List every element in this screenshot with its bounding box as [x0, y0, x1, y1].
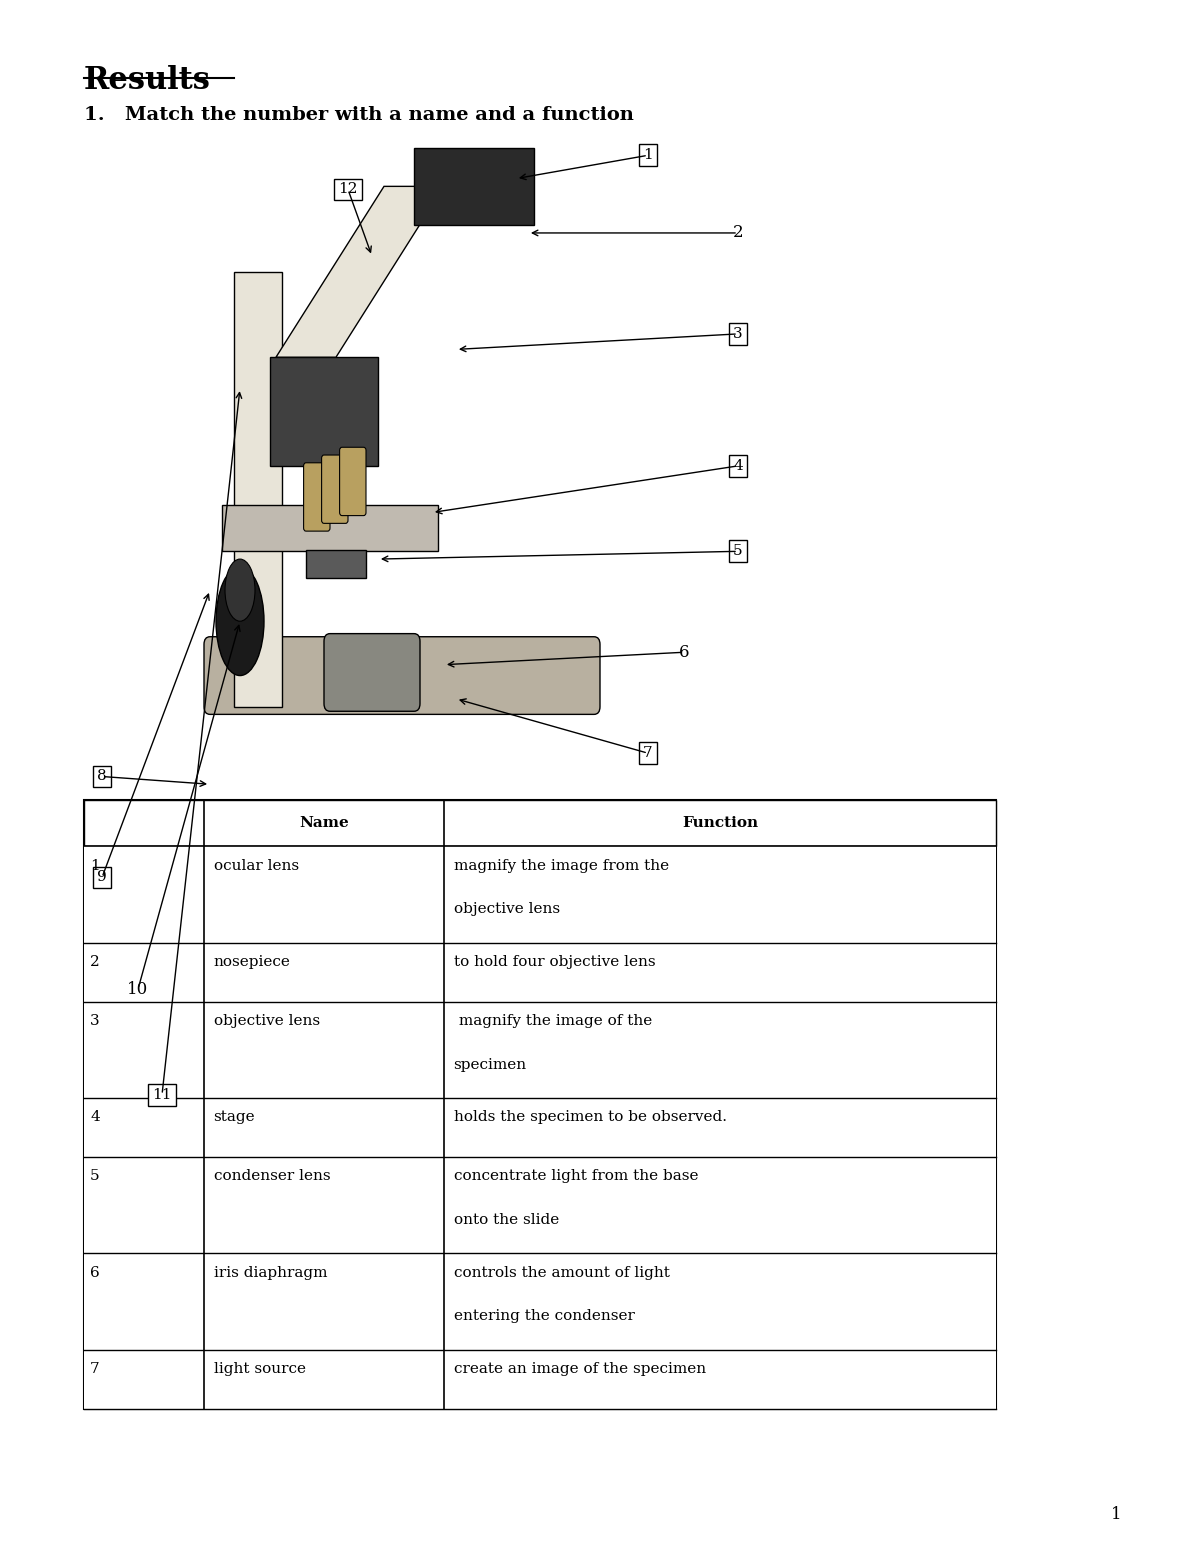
Polygon shape [276, 186, 444, 357]
Bar [84, 1350, 996, 1409]
Text: condenser lens: condenser lens [214, 1169, 330, 1183]
Text: nosepiece: nosepiece [214, 955, 290, 969]
FancyBboxPatch shape [322, 455, 348, 523]
Text: 6: 6 [679, 644, 689, 660]
Text: magnify the image of the: magnify the image of the [454, 1014, 652, 1028]
Text: magnify the image from the: magnify the image from the [454, 859, 668, 873]
Bar [84, 1098, 996, 1157]
Text: 7: 7 [90, 1362, 100, 1376]
Text: objective lens: objective lens [214, 1014, 319, 1028]
Bar [84, 800, 996, 1409]
Text: 7: 7 [643, 745, 653, 761]
Bar [84, 1002, 996, 1098]
Bar [84, 1157, 996, 1253]
Text: 5: 5 [733, 544, 743, 559]
Text: 1: 1 [1111, 1506, 1121, 1522]
Text: onto the slide: onto the slide [454, 1213, 559, 1227]
Text: controls the amount of light: controls the amount of light [454, 1266, 670, 1280]
Text: 8: 8 [97, 769, 107, 784]
Text: light source: light source [214, 1362, 306, 1376]
Text: specimen: specimen [454, 1058, 527, 1072]
Text: holds the specimen to be observed.: holds the specimen to be observed. [454, 1110, 727, 1124]
FancyBboxPatch shape [222, 505, 438, 551]
Text: 11: 11 [152, 1087, 172, 1103]
FancyBboxPatch shape [306, 550, 366, 578]
Text: to hold four objective lens: to hold four objective lens [454, 955, 655, 969]
FancyBboxPatch shape [340, 447, 366, 516]
FancyBboxPatch shape [234, 272, 282, 707]
Text: Results: Results [84, 65, 211, 96]
Text: Name: Name [299, 815, 349, 831]
Text: 1: 1 [643, 148, 653, 163]
Text: concentrate light from the base: concentrate light from the base [454, 1169, 698, 1183]
Text: 3: 3 [733, 326, 743, 342]
Ellipse shape [226, 559, 256, 621]
Text: 1: 1 [90, 859, 100, 873]
Text: Function: Function [682, 815, 758, 831]
Bar [84, 846, 996, 943]
Text: 1.   Match the number with a name and a function: 1. Match the number with a name and a fu… [84, 106, 634, 124]
Bar [84, 943, 996, 1002]
FancyBboxPatch shape [304, 463, 330, 531]
Text: ocular lens: ocular lens [214, 859, 299, 873]
Text: 4: 4 [733, 458, 743, 474]
Text: stage: stage [214, 1110, 256, 1124]
Text: 5: 5 [90, 1169, 100, 1183]
Text: 9: 9 [97, 870, 107, 885]
FancyBboxPatch shape [204, 637, 600, 714]
FancyBboxPatch shape [414, 148, 534, 225]
Text: 6: 6 [90, 1266, 100, 1280]
Bar [84, 1253, 996, 1350]
Ellipse shape [216, 567, 264, 676]
Text: 2: 2 [733, 225, 743, 241]
Text: entering the condenser: entering the condenser [454, 1309, 635, 1323]
Text: create an image of the specimen: create an image of the specimen [454, 1362, 706, 1376]
FancyBboxPatch shape [270, 357, 378, 466]
Text: 12: 12 [338, 182, 358, 197]
Text: objective lens: objective lens [454, 902, 559, 916]
Text: 4: 4 [90, 1110, 100, 1124]
Text: 10: 10 [127, 981, 149, 997]
Text: iris diaphragm: iris diaphragm [214, 1266, 328, 1280]
Bar [84, 800, 996, 846]
FancyBboxPatch shape [324, 634, 420, 711]
Text: 3: 3 [90, 1014, 100, 1028]
Text: 2: 2 [90, 955, 100, 969]
